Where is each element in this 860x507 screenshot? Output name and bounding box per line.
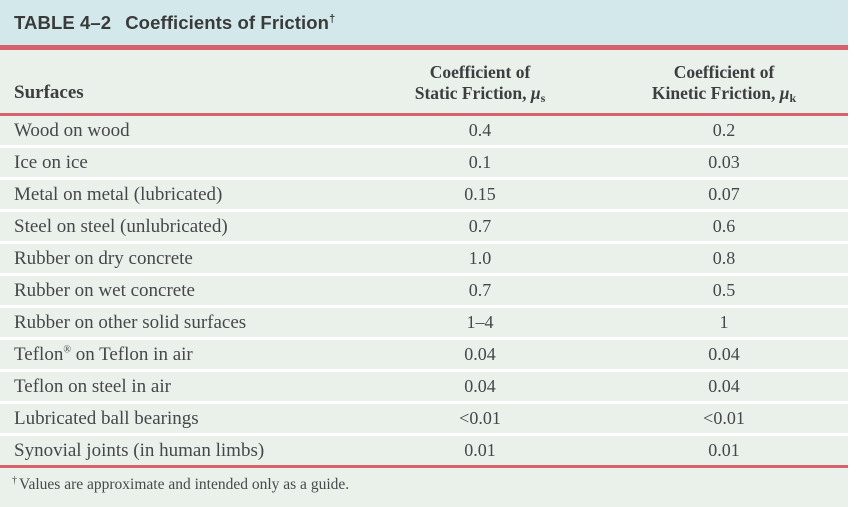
table-row: Teflon on steel in air 0.04 0.04 [0,372,848,401]
table-row: Teflon® on Teflon in air 0.04 0.04 [0,340,848,369]
kinetic-friction-value: 0.04 [708,344,740,364]
page-title: Coefficients of Friction† [125,11,336,33]
static-friction-value: <0.01 [459,408,501,428]
table-number: TABLE 4–2 [14,11,112,33]
surface-cell: Metal on metal (lubricated) [14,183,223,205]
divider-bottom [0,465,848,468]
table-row: Rubber on dry concrete 1.0 0.8 [0,244,848,273]
footnote: † Values are approximate and intended onl… [0,468,848,507]
static-friction-value: 0.1 [468,152,492,172]
table-row: Synovial joints (in human limbs) 0.01 0.… [0,436,848,465]
kinetic-friction-value: 1 [719,312,729,332]
static-friction-value: 1.0 [468,248,492,268]
static-friction-value: 0.04 [464,376,496,396]
static-friction-value: 0.7 [468,216,492,236]
kinetic-friction-value: 0.5 [712,280,736,300]
table-body: Wood on wood 0.4 0.2 Ice on ice 0.1 0.03… [0,116,848,465]
table-row: Wood on wood 0.4 0.2 [0,116,848,145]
static-friction-value: 0.01 [464,440,496,460]
table-row: Rubber on wet concrete 0.7 0.5 [0,276,848,305]
column-header-kinetic-friction: Coefficient of Kinetic Friction, μk [651,62,797,105]
kinetic-friction-value: 0.03 [708,152,740,172]
footnote-dagger: † [12,474,17,486]
table-header-row: Surfaces Coefficient of Static Friction,… [0,50,848,113]
dagger-mark: † [329,12,336,25]
surface-cell: Lubricated ball bearings [14,407,199,429]
table-row: Ice on ice 0.1 0.03 [0,148,848,177]
table-row: Rubber on other solid surfaces 1–4 1 [0,308,848,337]
column-header-static-friction: Coefficient of Static Friction, μs [414,62,546,105]
kinetic-friction-value: 0.04 [708,376,740,396]
kinetic-friction-value: 0.6 [712,216,736,236]
surface-cell: Steel on steel (unlubricated) [14,215,228,237]
surface-cell: Wood on wood [14,119,130,141]
footnote-text: Values are approximate and intended only… [19,476,350,493]
mu-symbol: μ [530,83,541,103]
kinetic-friction-value: 0.01 [708,440,740,460]
surface-cell: Teflon on steel in air [14,375,171,397]
mu-symbol: μ [779,83,790,103]
static-friction-value: 0.15 [464,184,496,204]
static-friction-value: 0.4 [468,120,492,140]
divider-top [0,45,848,50]
kinetic-friction-value: 0.07 [708,184,740,204]
table-row: Lubricated ball bearings <0.01 <0.01 [0,404,848,433]
column-header-surfaces: Surfaces [14,82,84,103]
table-title-bar: TABLE 4–2 Coefficients of Friction† [0,0,848,45]
kinetic-friction-value: <0.01 [703,408,745,428]
surface-cell: Rubber on other solid surfaces [14,311,247,333]
kinetic-friction-value: 0.8 [712,248,736,268]
surface-cell: Rubber on wet concrete [14,279,195,301]
table-row: Steel on steel (unlubricated) 0.7 0.6 [0,212,848,241]
kinetic-friction-value: 0.2 [712,120,736,140]
surface-cell: Teflon® on Teflon in air [14,343,193,365]
table-row: Metal on metal (lubricated) 0.15 0.07 [0,180,848,209]
surface-cell: Ice on ice [14,151,88,173]
static-friction-value: 1–4 [466,312,494,332]
divider-header [0,113,848,116]
static-friction-value: 0.7 [468,280,492,300]
static-friction-value: 0.04 [464,344,496,364]
surface-cell: Synovial joints (in human limbs) [14,439,265,461]
surface-cell: Rubber on dry concrete [14,247,193,269]
